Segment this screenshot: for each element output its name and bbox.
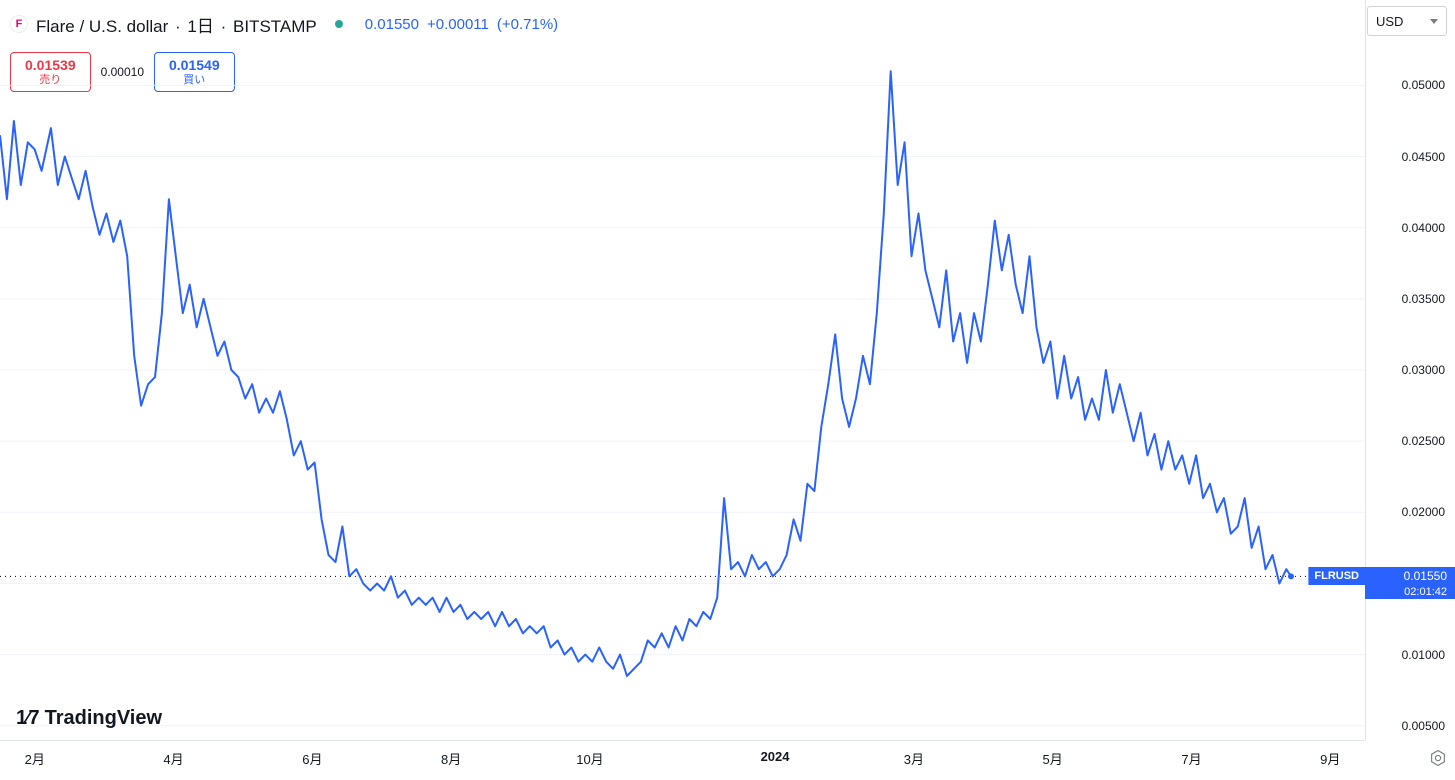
x-tick-label: 8月 bbox=[441, 749, 461, 768]
y-tick-label: 0.04000 bbox=[1402, 221, 1445, 235]
x-tick-label: 10月 bbox=[576, 749, 603, 768]
y-tick-label: 0.02000 bbox=[1402, 505, 1445, 519]
x-tick-label: 3月 bbox=[904, 749, 924, 768]
tradingview-text: TradingView bbox=[45, 707, 162, 730]
price-tag-value: 0.01550 bbox=[1365, 567, 1455, 585]
x-tick-label: 2月 bbox=[25, 749, 45, 768]
x-tick-label: 7月 bbox=[1181, 749, 1201, 768]
y-tick-label: 0.01000 bbox=[1402, 648, 1445, 662]
x-tick-label: 2024 bbox=[761, 749, 790, 764]
price-tag-countdown: 02:01:42 bbox=[1365, 585, 1455, 599]
price-tag-symbol: FLRUSD bbox=[1308, 567, 1365, 585]
x-tick-label: 9月 bbox=[1320, 749, 1340, 768]
y-tick-label: 0.03500 bbox=[1402, 292, 1445, 306]
tradingview-logo-icon: 1⁄7 bbox=[16, 707, 39, 730]
y-tick-label: 0.04500 bbox=[1402, 150, 1445, 164]
tradingview-watermark: 1⁄7 TradingView bbox=[16, 707, 162, 730]
y-tick-label: 0.05000 bbox=[1402, 78, 1445, 92]
y-tick-label: 0.00500 bbox=[1402, 719, 1445, 733]
y-tick-label: 0.02500 bbox=[1402, 434, 1445, 448]
current-price-tag: FLRUSD0.0155002:01:42 bbox=[1365, 567, 1455, 599]
chart-settings-button[interactable] bbox=[1429, 749, 1447, 767]
x-axis[interactable]: 2月 4月 6月 8月 10月 2024 3月 5月 7月 9月 bbox=[0, 740, 1365, 780]
y-axis[interactable]: 0.005000.010000.015000.020000.025000.030… bbox=[1365, 0, 1455, 740]
y-tick-label: 0.03000 bbox=[1402, 363, 1445, 377]
price-chart[interactable] bbox=[0, 0, 1365, 740]
x-tick-label: 6月 bbox=[302, 749, 322, 768]
x-tick-label: 5月 bbox=[1043, 749, 1063, 768]
x-tick-label: 4月 bbox=[163, 749, 183, 768]
